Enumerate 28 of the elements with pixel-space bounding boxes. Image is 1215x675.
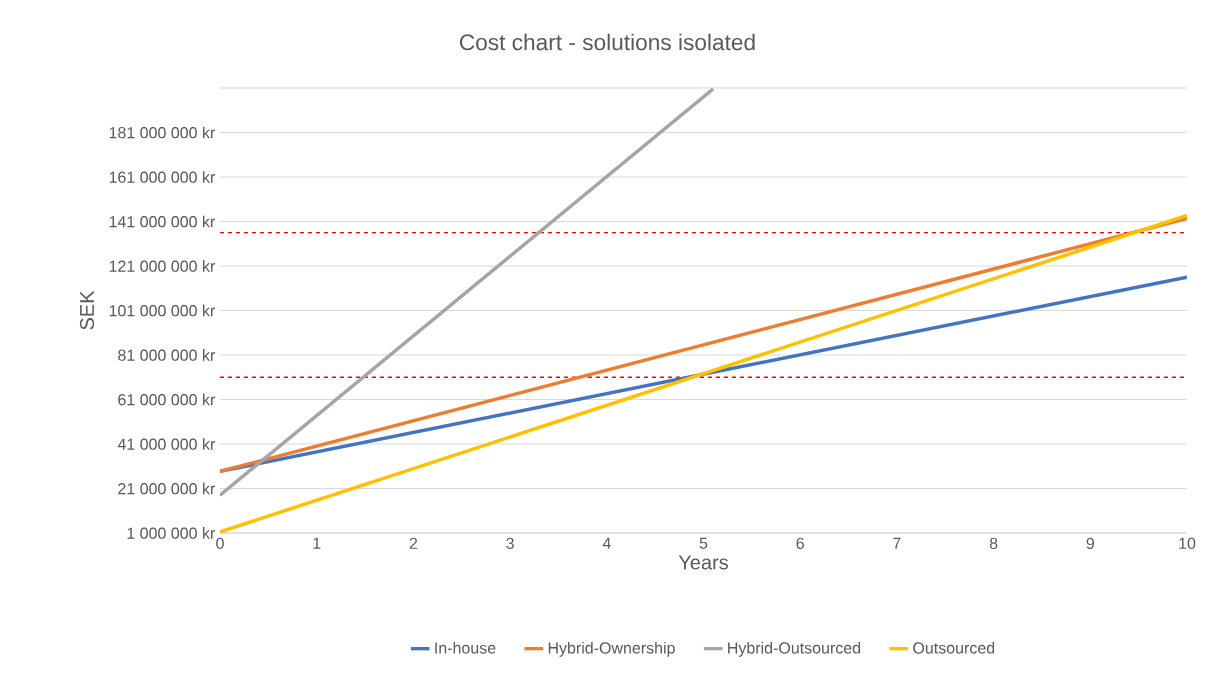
x-tick-label: 7 bbox=[893, 537, 901, 549]
y-tick-label: 41 000 000 kr bbox=[117, 438, 215, 450]
y-tick-label: 61 000 000 kr bbox=[118, 393, 215, 406]
x-tick-label: 1 bbox=[313, 537, 321, 549]
x-tick-label: 6 bbox=[796, 537, 804, 550]
x-tick-label: 9 bbox=[1086, 537, 1094, 550]
x-tick-label: 8 bbox=[989, 537, 998, 550]
y-tick-label: 21 000 000 kr bbox=[118, 482, 215, 495]
y-tick-label: 101 000 000 kr bbox=[109, 304, 215, 317]
legend-label: Outsourced bbox=[913, 641, 995, 654]
y-axis-title: SEK bbox=[79, 290, 95, 330]
y-tick-label: 1 000 000 kr bbox=[127, 527, 215, 539]
x-axis-title: Years bbox=[678, 555, 728, 570]
x-tick-label: 0 bbox=[216, 537, 224, 550]
x-tick-label: 2 bbox=[409, 537, 418, 549]
x-tick-label: 3 bbox=[506, 537, 514, 550]
y-tick-label: 81 000 000 kr bbox=[118, 349, 215, 361]
legend-label: In-house bbox=[435, 641, 496, 654]
y-tick-label: 121 000 000 kr bbox=[109, 260, 215, 272]
y-tick-label: 161 000 000 kr bbox=[109, 171, 215, 183]
x-tick-label: 10 bbox=[1179, 537, 1196, 550]
y-tick-label: 181 000 000 kr bbox=[109, 126, 215, 139]
x-tick-label: 4 bbox=[602, 537, 611, 549]
x-tick-label: 5 bbox=[699, 537, 708, 549]
legend-label: Hybrid-Ownership bbox=[548, 641, 675, 657]
legend-label: Hybrid-Outsourced bbox=[728, 641, 861, 657]
chart-title: Cost chart - solutions isolated bbox=[459, 33, 755, 51]
y-tick-label: 141 000 000 kr bbox=[109, 215, 215, 228]
